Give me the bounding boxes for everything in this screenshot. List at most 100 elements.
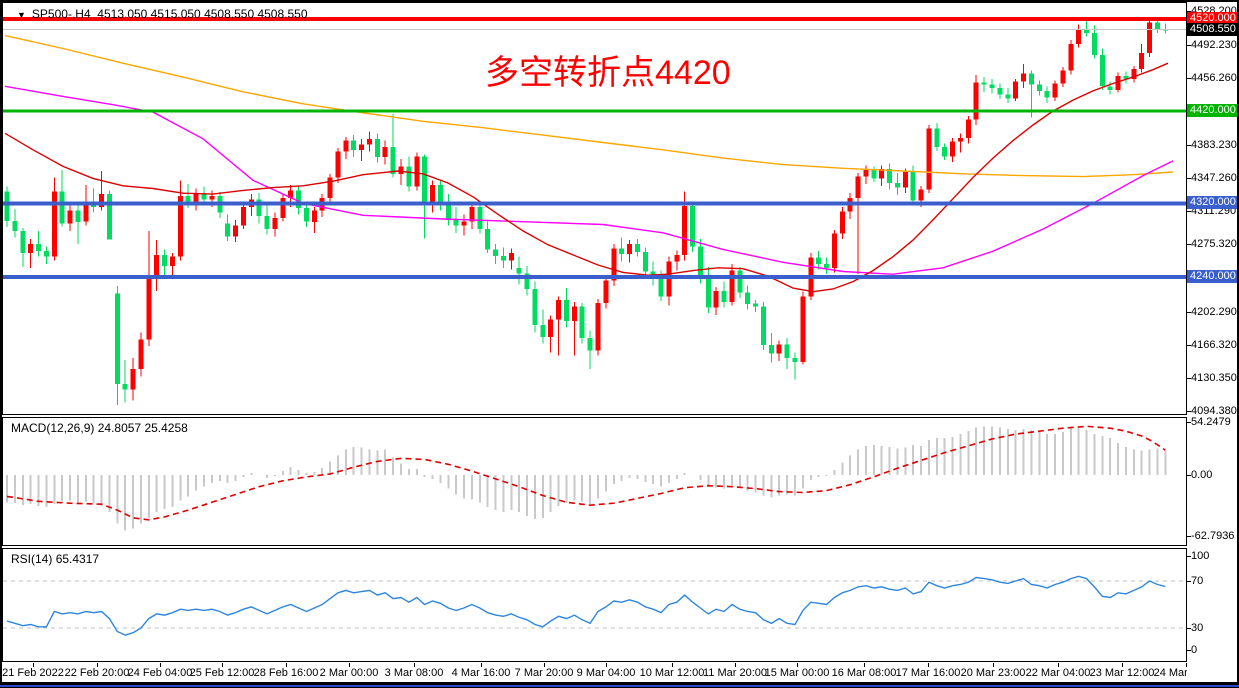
ohlc-quotes: 4513.050 4515.050 4508.550 4508.550 xyxy=(97,7,308,21)
main-chart-panel: ▼ SP500-,H4 4513.050 4515.050 4508.550 45… xyxy=(2,2,1187,415)
price-badge: 4320.000 xyxy=(1187,196,1239,209)
time-tick-mark xyxy=(797,663,798,667)
candle-body xyxy=(12,220,18,231)
candle-body xyxy=(516,267,522,274)
candle-body xyxy=(240,207,246,226)
candle-body xyxy=(264,216,270,230)
candle-body xyxy=(430,184,435,205)
price-tick-label: 4166.320 xyxy=(1191,339,1237,351)
candle-body xyxy=(1005,94,1011,99)
candle-body xyxy=(611,248,617,281)
rsi-axis-label: 30 xyxy=(1191,622,1204,634)
candle-body xyxy=(20,230,26,253)
time-label: 20 Mar 23:00 xyxy=(960,667,1026,679)
candle-body xyxy=(138,339,144,370)
axis-tick-mark xyxy=(1186,11,1191,12)
candle-body xyxy=(761,306,766,346)
candle-body xyxy=(603,280,609,303)
chart-title: ▼ SP500-,H4 4513.050 4515.050 4508.550 45… xyxy=(17,7,308,21)
main-chart-canvas[interactable] xyxy=(3,3,1186,414)
axis-tick-mark xyxy=(1186,422,1191,423)
time-label: 24 Feb 04:00 xyxy=(127,667,193,679)
time-label: 9 Mar 04:00 xyxy=(576,667,636,679)
candle-body xyxy=(902,172,908,188)
time-tick-mark xyxy=(1122,663,1123,667)
ma-line-orange xyxy=(4,34,1174,178)
price-badge: 4508.550 xyxy=(1187,23,1239,36)
macd-axis-label: -62.7936 xyxy=(1191,530,1235,542)
time-label: 21 Feb 2022 xyxy=(2,667,64,679)
candle-body xyxy=(1013,81,1019,99)
candle-body xyxy=(390,147,396,174)
candle-body xyxy=(737,270,743,293)
candle-body xyxy=(918,189,924,201)
time-label: 15 Mar 00:00 xyxy=(764,667,830,679)
time-axis[interactable]: 21 Feb 2022 22 Feb 20:00 24 Feb 04:00 25 Fe… xyxy=(2,663,1237,682)
time-label: 16 Mar 08:00 xyxy=(831,667,897,679)
candle-body xyxy=(406,166,412,187)
candle-body xyxy=(256,199,262,217)
candle-body xyxy=(106,194,112,240)
axis-tick-mark xyxy=(1186,211,1191,212)
price-axis[interactable]: 4528.200 4492.230 4456.260 4383.230 4347.260… xyxy=(1186,0,1239,682)
candle-body xyxy=(170,256,175,266)
candle-body xyxy=(209,195,215,200)
axis-tick-mark xyxy=(1186,345,1191,346)
time-label: 25 Feb 12:00 xyxy=(189,667,255,679)
axis-tick-mark xyxy=(1186,78,1191,79)
candle-body xyxy=(83,201,89,222)
candle-body xyxy=(185,195,191,205)
price-tick-label: 4383.230 xyxy=(1191,139,1237,151)
candle-body xyxy=(1044,90,1050,98)
candle-body xyxy=(887,169,893,183)
candle-body xyxy=(414,156,420,187)
candle-body xyxy=(343,140,349,152)
candle-body xyxy=(51,191,57,257)
time-tick-mark xyxy=(414,663,415,667)
candle-body xyxy=(697,246,703,277)
candle-body xyxy=(1099,54,1105,87)
time-tick-mark xyxy=(544,663,545,667)
candle-body xyxy=(548,319,554,337)
ma-line-magenta xyxy=(4,85,1174,275)
candle-body xyxy=(122,383,128,390)
candle-body xyxy=(359,144,365,150)
candle-body xyxy=(437,184,443,206)
rsi-axis-label: 0 xyxy=(1191,644,1198,656)
time-tick-mark xyxy=(33,663,34,667)
time-label: 7 Mar 20:00 xyxy=(514,667,574,679)
candle-body xyxy=(162,254,168,266)
candle-body xyxy=(288,190,294,198)
candle-body xyxy=(934,128,940,148)
rsi-canvas[interactable] xyxy=(3,549,1186,661)
candle-body xyxy=(493,249,499,256)
candle-body xyxy=(942,147,948,157)
candle-body xyxy=(595,302,601,351)
candle-body xyxy=(871,170,877,179)
candle-body xyxy=(682,206,688,255)
candle-body xyxy=(367,138,372,145)
rsi-axis-label: 100 xyxy=(1191,550,1210,562)
price-tick-label: 4492.230 xyxy=(1191,39,1237,51)
candle-body xyxy=(1155,22,1160,30)
chart-annotation-text[interactable]: 多空转折点4420 xyxy=(485,54,731,92)
candle-body xyxy=(792,358,798,362)
candle-body xyxy=(713,290,719,308)
time-tick-mark xyxy=(928,663,929,667)
time-label: 22 Mar 04:00 xyxy=(1025,667,1091,679)
time-tick-mark xyxy=(1186,663,1187,667)
candle-body xyxy=(225,223,231,237)
axis-tick-mark xyxy=(1186,244,1191,245)
axis-tick-mark xyxy=(1186,178,1191,179)
candle-body xyxy=(4,191,10,221)
rsi-axis-label: 70 xyxy=(1191,575,1204,587)
candle-body xyxy=(43,251,49,257)
candle-body xyxy=(997,88,1003,95)
candle-body xyxy=(485,229,491,250)
macd-label: MACD(12,26,9) 24.8057 25.4258 xyxy=(11,421,188,435)
candle-body xyxy=(658,278,664,297)
macd-canvas[interactable] xyxy=(3,418,1186,545)
time-tick-mark xyxy=(222,663,223,667)
time-label: 2 Mar 00:00 xyxy=(319,667,379,679)
candle-body xyxy=(1115,76,1121,90)
